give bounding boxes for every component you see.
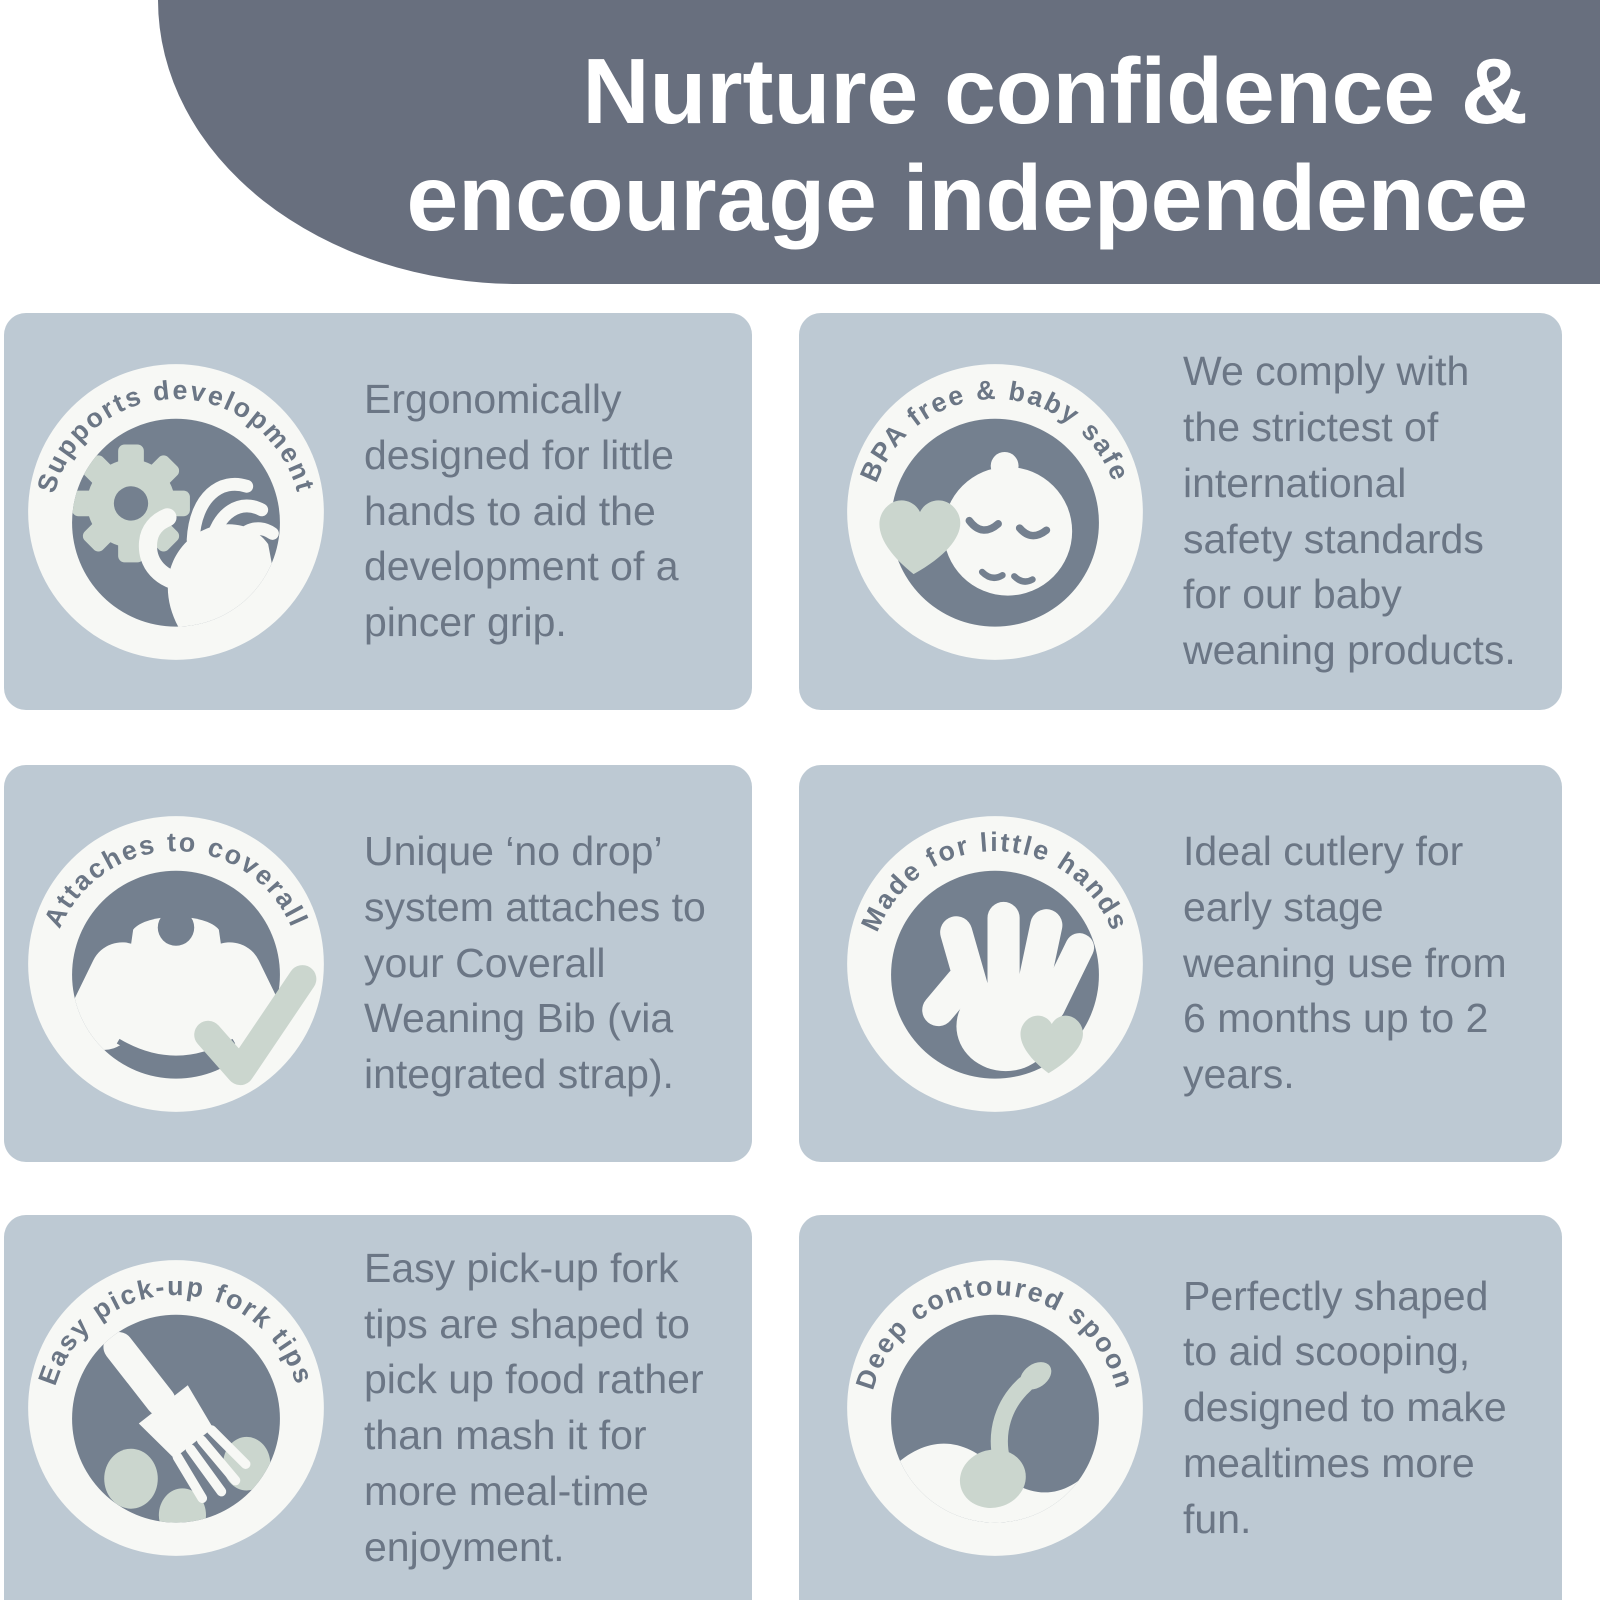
- feature-text: Ergonomically designed for little hands …: [364, 376, 679, 646]
- feature-card-supports-development: Supports development Ergonomically desig…: [4, 313, 752, 710]
- hand-icon: [922, 901, 1095, 1071]
- fork-icon: [103, 1331, 251, 1504]
- feature-text: Unique ‘no drop’ system attaches to your…: [364, 828, 706, 1098]
- heart-icon: [1020, 1015, 1083, 1073]
- bpa-free-badge: BPA free & baby safe: [847, 363, 1143, 660]
- deep-contoured-spoon-badge: Deep contoured spoon: [847, 1260, 1143, 1556]
- header-title-line1: Nurture confidence &: [582, 39, 1528, 144]
- header-title-line2: encourage independence: [406, 146, 1528, 250]
- header-shape: Nurture confidence & encourage independe…: [158, 0, 1600, 284]
- baby-face-icon: [943, 451, 1073, 596]
- made-for-little-hands-badge: Made for little hands: [847, 815, 1143, 1112]
- feature-text: We comply with the strictest of internat…: [1183, 348, 1516, 673]
- feature-card-easy-pick-up-fork-tips: Easy pick-up fork tips Easy pick-up fork…: [4, 1215, 752, 1600]
- easy-pick-up-fork-tips-badge: Easy pick-up fork tips: [28, 1260, 324, 1556]
- feature-text: Ideal cutlery for early stage weaning us…: [1183, 828, 1507, 1098]
- fork-food-icon: [103, 1331, 271, 1523]
- spoon-icon: [959, 1362, 1052, 1508]
- supports-development-badge: Supports development: [28, 363, 324, 660]
- bib-icon: [72, 908, 280, 1061]
- feature-text: Easy pick-up fork tips are shaped to pic…: [364, 1244, 704, 1570]
- feature-card-attaches-to-coverall: Attaches to coverall Unique ‘no drop’ sy…: [4, 765, 752, 1162]
- feature-card-made-for-little-hands: Made for little hands Ideal cutlery for …: [799, 765, 1562, 1162]
- feature-text: Perfectly shaped to aid scooping, design…: [1183, 1272, 1507, 1542]
- checkmark-icon: [194, 964, 317, 1085]
- attaches-to-coverall-badge: Attaches to coverall: [28, 815, 324, 1112]
- heart-icon: [879, 499, 961, 574]
- feature-card-deep-contoured-spoon: Deep contoured spoon Perfectly shaped to…: [799, 1215, 1562, 1600]
- feature-card-bpa-free-baby-safe: BPA free & baby safe We comply with the …: [799, 313, 1562, 710]
